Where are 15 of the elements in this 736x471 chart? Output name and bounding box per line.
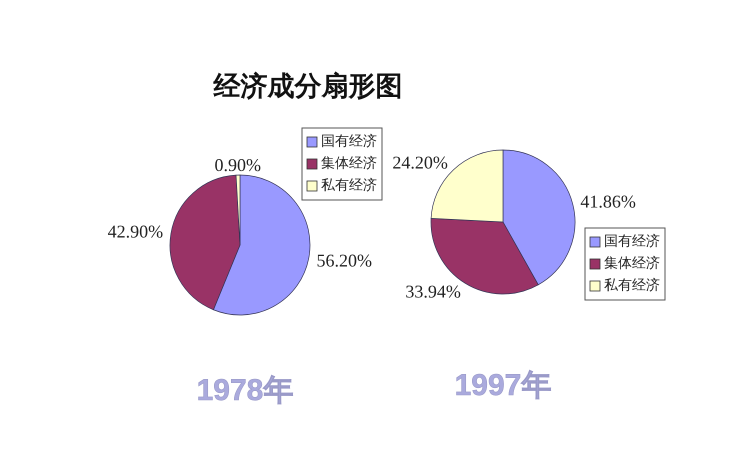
data-label: 0.90% [214, 155, 262, 176]
legend-label: 私有经济 [604, 278, 660, 294]
chart-title: 经济成分扇形图 [212, 71, 402, 101]
data-label: 24.20% [392, 152, 448, 173]
legend-label: 私有经济 [321, 178, 377, 194]
legend-label: 集体经济 [321, 156, 377, 172]
legend-label: 集体经济 [604, 256, 660, 272]
data-label: 33.94% [405, 282, 461, 302]
data-label: 41.86% [580, 191, 636, 212]
legend-label: 国有经济 [604, 234, 660, 250]
text: 1978年 [196, 374, 294, 407]
data-label: 56.20% [316, 250, 372, 270]
data-label: 42.90% [108, 222, 164, 242]
legend-label: 国有经济 [321, 134, 377, 150]
text: 1997年 [454, 369, 552, 402]
